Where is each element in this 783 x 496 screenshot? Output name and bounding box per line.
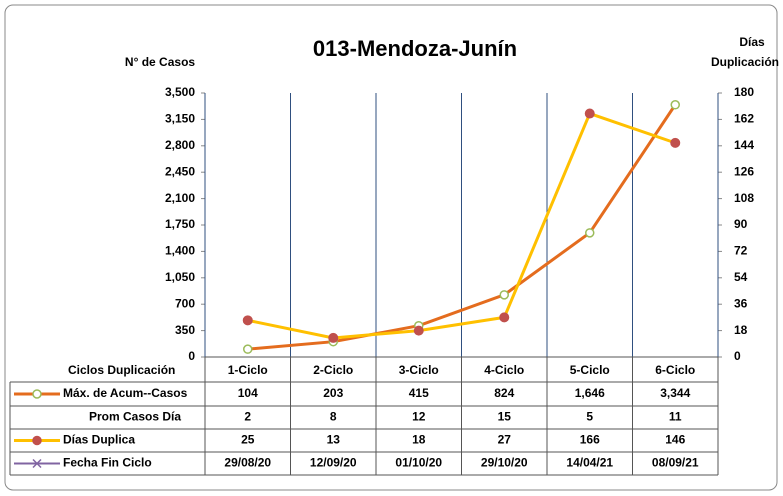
legend-marker	[32, 458, 42, 469]
y-tick-label: 2,800	[165, 138, 195, 152]
table-cell: 3,344	[660, 386, 690, 400]
y-tick-label: 1,750	[165, 217, 195, 231]
y2-tick-label: 126	[734, 164, 754, 178]
table-cell: 14/04/21	[566, 456, 613, 470]
y-tick-label: 1,050	[165, 270, 195, 284]
legend-label: Días Duplica	[63, 433, 135, 447]
y2-tick-label: 90	[734, 217, 748, 231]
table-cell: 08/09/21	[652, 456, 699, 470]
y2-tick-label: 108	[734, 191, 754, 205]
table-cell: 166	[580, 433, 600, 447]
legend-label: Fecha Fin Ciclo	[63, 456, 152, 470]
x-tick-label: 4-Ciclo	[484, 363, 524, 377]
marker	[242, 315, 253, 326]
table-cell: 13	[327, 433, 341, 447]
table-cell: 29/08/20	[224, 456, 271, 470]
marker	[584, 108, 595, 119]
table-cell: 18	[412, 433, 426, 447]
marker	[243, 344, 253, 354]
table-cell: 415	[409, 386, 429, 400]
y-tick-label: 0	[188, 349, 195, 363]
table-cell: 25	[241, 433, 255, 447]
table-cell: 12/09/20	[310, 456, 357, 470]
y2-tick-label: 72	[734, 244, 748, 258]
table-cell: 2	[244, 410, 251, 424]
series-line	[247, 111, 676, 340]
y-axis-label: N° de Casos	[125, 55, 195, 69]
y-tick-label: 1,400	[165, 244, 195, 258]
table-cell: 12	[412, 410, 426, 424]
chart-title: 013-Mendoza-Junín	[313, 36, 517, 61]
y2-tick-label: 36	[734, 296, 748, 310]
legend-marker	[32, 389, 42, 399]
marker	[499, 312, 510, 323]
y2-tick-label: 54	[734, 270, 748, 284]
y2-tick-label: 18	[734, 323, 748, 337]
table-cell: 203	[323, 386, 343, 400]
table-header: Ciclos Duplicación	[68, 363, 175, 377]
y-tick-label: 700	[175, 296, 195, 310]
y2-tick-label: 162	[734, 112, 754, 126]
table-cell: 1,646	[575, 386, 605, 400]
x-tick-label: 6-Ciclo	[655, 363, 695, 377]
table-cell: 104	[238, 386, 258, 400]
table-cell: 824	[494, 386, 514, 400]
y-tick-label: 3,500	[165, 85, 195, 99]
table-cell: 15	[498, 410, 512, 424]
table-cell: 01/10/20	[395, 456, 442, 470]
legend-marker	[32, 435, 42, 446]
y-tick-label: 2,100	[165, 191, 195, 205]
table-cell: 11	[669, 410, 682, 424]
row-label: Prom Casos Día	[89, 410, 181, 424]
legend-label: Máx. de Acum--Casos	[63, 386, 188, 400]
table-cell: 8	[330, 410, 337, 424]
x-tick-label: 2-Ciclo	[313, 363, 353, 377]
table-cell: 27	[498, 433, 512, 447]
y-tick-label: 2,450	[165, 164, 195, 178]
x-tick-label: 3-Ciclo	[399, 363, 439, 377]
y2-tick-label: 0	[734, 349, 741, 363]
marker	[585, 228, 595, 238]
y-tick-label: 3,150	[165, 112, 195, 126]
table-cell: 146	[665, 433, 685, 447]
x-tick-label: 5-Ciclo	[570, 363, 610, 377]
marker	[499, 290, 509, 300]
marker	[670, 137, 681, 148]
table-cell: 29/10/20	[481, 456, 528, 470]
y2-tick-label: 180	[734, 85, 754, 99]
y2-axis-label: Días	[739, 35, 765, 49]
series-line	[247, 103, 677, 351]
x-tick-label: 1-Ciclo	[228, 363, 268, 377]
y2-axis-label: Duplicación	[711, 55, 779, 69]
marker	[413, 325, 424, 336]
y-tick-label: 350	[175, 323, 195, 337]
table-cell: 5	[586, 410, 593, 424]
marker	[670, 100, 680, 110]
y2-tick-label: 144	[734, 138, 754, 152]
marker	[328, 332, 339, 343]
